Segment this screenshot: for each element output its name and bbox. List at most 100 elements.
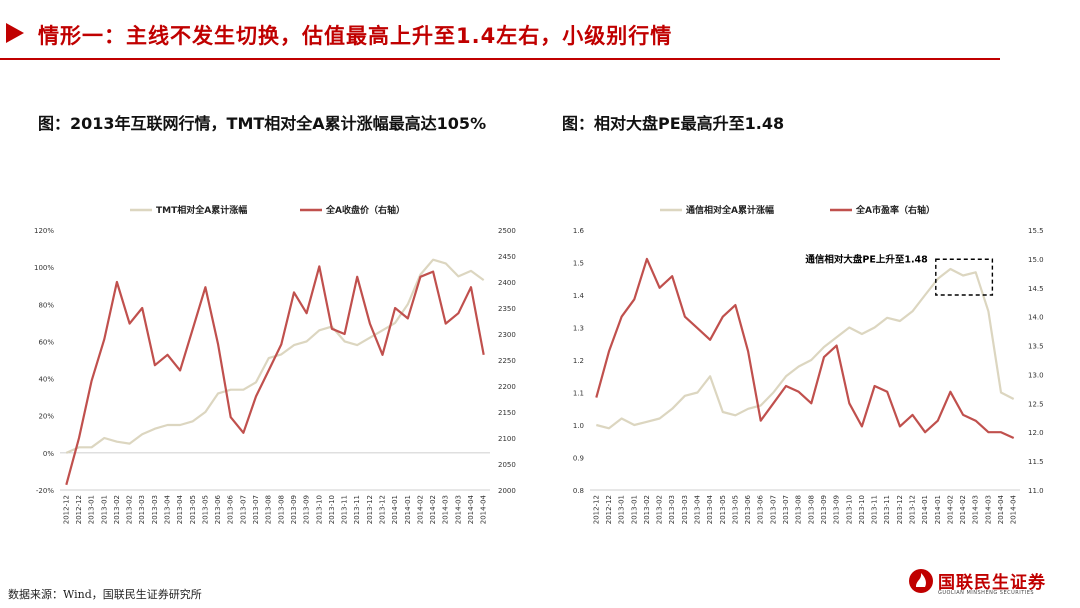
- x-tick-label: 2013-08: [807, 495, 815, 524]
- y-right-tick-label: 2200: [498, 383, 516, 391]
- x-tick-label: 2013-10: [858, 495, 866, 524]
- x-tick-label: 2013-01: [88, 495, 96, 524]
- x-tick-label: 2013-03: [668, 495, 676, 524]
- x-tick-label: 2013-06: [744, 494, 752, 524]
- x-tick-label: 2013-01: [100, 495, 108, 524]
- x-tick-label: 2014-04: [1010, 494, 1018, 524]
- x-tick-label: 2013-06: [757, 494, 765, 524]
- y-right-tick-label: 2400: [498, 279, 516, 287]
- x-tick-label: 2013-07: [769, 495, 777, 524]
- y-left-tick-label: 60%: [38, 338, 54, 346]
- y-right-tick-label: 13.5: [1028, 343, 1044, 351]
- x-tick-label: 2013-10: [845, 495, 853, 524]
- series-line-1: [596, 267, 1015, 430]
- x-tick-label: 2013-06: [214, 494, 222, 524]
- x-tick-label: 2013-05: [189, 495, 197, 524]
- y-right-tick-label: 11.0: [1028, 487, 1044, 495]
- y-left-tick-label: 1.3: [573, 325, 584, 333]
- x-tick-label: 2013-10: [315, 495, 323, 524]
- logo-subtext: GUOLIAN MINSHENG SECURITIES: [938, 590, 1035, 596]
- logo-text: 国联民生证券: [938, 573, 1046, 593]
- x-tick-label: 2013-08: [795, 495, 803, 524]
- x-tick-label: 2013-04: [694, 494, 702, 524]
- y-left-tick-label: 120%: [34, 227, 54, 235]
- x-tick-label: 2013-03: [151, 495, 159, 524]
- header-bar: 情形一：主线不发生切换，估值最高上升至1.4左右，小级别行情: [0, 0, 1080, 62]
- y-left-tick-label: 1.0: [573, 422, 584, 430]
- x-tick-label: 2013-07: [239, 495, 247, 524]
- y-right-tick-label: 2000: [498, 487, 516, 495]
- page-title: 情形一：主线不发生切换，估值最高上升至1.4左右，小级别行情: [38, 24, 673, 48]
- x-tick-label: 2013-09: [820, 495, 828, 524]
- x-tick-label: 2014-04: [997, 494, 1005, 524]
- x-tick-label: 2013-04: [706, 494, 714, 524]
- series-line-2: [595, 257, 1015, 440]
- x-tick-label: 2013-12: [896, 495, 904, 524]
- y-left-tick-label: 1.6: [573, 227, 585, 235]
- x-tick-label: 2013-12: [366, 495, 374, 524]
- x-tick-label: 2013-12: [379, 495, 387, 524]
- chart-telecom-relative-pe: 0.8 0.9 1.0 1.1 1.2 1.3 1.4 1.5 1.6 11.0 11.5 12.0 1…: [573, 204, 1044, 524]
- y-right-tick-label: 11.5: [1028, 458, 1044, 466]
- x-tick-label: 2013-09: [303, 495, 311, 524]
- y-right-tick-label: 14.0: [1028, 314, 1044, 322]
- legend-label: 全A市盈率（右轴）: [855, 204, 935, 216]
- x-tick-label: 2013-09: [833, 495, 841, 524]
- x-tick-label: 2013-02: [656, 495, 664, 524]
- x-tick-label: 2013-08: [265, 495, 273, 524]
- y-right-tick-label: 2500: [498, 227, 516, 235]
- y-left-tick-label: 0%: [43, 450, 54, 458]
- x-tick-label: 2013-06: [227, 494, 235, 524]
- x-tick-label: 2014-02: [946, 495, 954, 524]
- legend-label: TMT相对全A累计涨幅: [156, 204, 247, 216]
- y-right-tick-label: 2300: [498, 331, 516, 339]
- y-left-tick-label: 0.9: [573, 455, 584, 463]
- x-tick-label: 2014-03: [984, 495, 992, 524]
- x-tick-label: 2013-05: [731, 495, 739, 524]
- x-tick-label: 2013-04: [176, 494, 184, 524]
- y-right-tick-label: 2250: [498, 357, 516, 365]
- x-tick-label: 2014-03: [972, 495, 980, 524]
- x-tick-label: 2014-01: [934, 495, 942, 524]
- x-tick-label: 2013-11: [341, 495, 349, 524]
- x-tick-label: 2013-11: [353, 495, 361, 524]
- x-tick-label: 2013-07: [252, 495, 260, 524]
- y-left-tick-label: 80%: [38, 301, 54, 309]
- annotation-label: 通信相对大盘PE上升至1.48: [805, 253, 928, 265]
- y-right-tick-label: 13.0: [1028, 371, 1044, 379]
- company-logo: 国联民生证券 GUOLIAN MINSHENG SECURITIES: [908, 566, 1068, 602]
- x-tick-label: 2014-02: [416, 495, 424, 524]
- x-tick-label: 2013-08: [277, 495, 285, 524]
- x-tick-label: 2014-04: [467, 494, 475, 524]
- y-left-tick-label: 20%: [38, 413, 54, 421]
- annotation-box: [935, 258, 994, 296]
- y-left-tick-label: 1.1: [573, 390, 584, 398]
- x-tick-label: 2014-02: [429, 495, 437, 524]
- x-tick-label: 2013-04: [164, 494, 172, 524]
- x-tick-label: 2013-10: [328, 495, 336, 524]
- y-left-tick-label: 100%: [34, 264, 54, 272]
- x-tick-label: 2013-05: [201, 495, 209, 524]
- x-tick-label: 2013-07: [782, 495, 790, 524]
- y-right-tick-label: 2100: [498, 435, 516, 443]
- x-tick-label: 2013-01: [618, 495, 626, 524]
- x-tick-label: 2014-03: [442, 495, 450, 524]
- x-tick-label: 2014-01: [391, 495, 399, 524]
- y-right-tick-label: 12.0: [1028, 429, 1044, 437]
- x-tick-label: 2012-12: [75, 495, 83, 524]
- y-right-tick-label: 2150: [498, 409, 516, 417]
- chart-tmt-relative: -20% 0% 20% 40% 60% 80% 100% 120% 2000 2050 2100 21…: [34, 204, 516, 524]
- x-tick-label: 2014-01: [404, 495, 412, 524]
- x-tick-label: 2013-01: [630, 495, 638, 524]
- y-right-tick-label: 15.0: [1028, 256, 1044, 264]
- figure-1-title: 图：2013年互联网行情，TMT相对全A累计涨幅最高达105%: [38, 114, 487, 133]
- title-arrow-icon: [6, 23, 24, 43]
- y-left-tick-label: 0.8: [573, 487, 584, 495]
- x-tick-label: 2013-05: [719, 495, 727, 524]
- x-tick-label: 2013-09: [290, 495, 298, 524]
- x-tick-label: 2013-03: [681, 495, 689, 524]
- figure-2-title: 图：相对大盘PE最高升至1.48: [562, 114, 785, 133]
- x-tick-label: 2013-02: [113, 495, 121, 524]
- legend-label: 全A收盘价（右轴）: [325, 204, 405, 216]
- x-tick-label: 2014-04: [480, 494, 488, 524]
